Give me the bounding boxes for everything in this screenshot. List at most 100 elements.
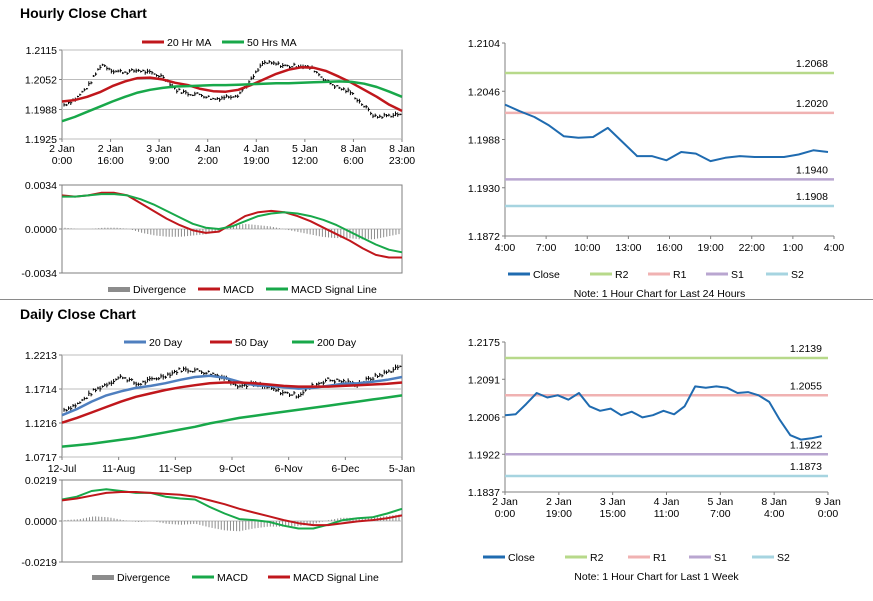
- x-tick-label: 11-Sep: [159, 463, 192, 475]
- legend-macd-signal-label: MACD Signal Line: [291, 284, 377, 296]
- x-tick-label: 15:00: [600, 508, 626, 520]
- y-tick-label: 1.1988: [468, 135, 500, 147]
- x-tick-label: 4 Jan: [243, 143, 269, 155]
- legend-macd-label: MACD: [223, 284, 254, 296]
- x-tick-label: 5 Jan: [707, 496, 733, 508]
- level-label-s2: 1.1908: [796, 191, 828, 203]
- x-tick-label: 3 Jan: [600, 496, 626, 508]
- x-tick-label: 9 Jan: [815, 496, 841, 508]
- x-tick-label: 19:00: [697, 242, 723, 254]
- y-tick-label: 1.2091: [468, 374, 500, 386]
- series-line: [61, 488, 403, 530]
- x-tick-label: 4:00: [764, 508, 785, 520]
- x-tick-label: 4:00: [824, 242, 845, 254]
- series-line: [62, 193, 403, 254]
- x-tick-label: 6-Nov: [275, 463, 304, 475]
- legend-s1-label: S1: [731, 269, 744, 281]
- x-tick-label: 9:00: [149, 155, 170, 167]
- legend-s2-label: S2: [791, 269, 804, 281]
- level-label-r1: 1.2055: [790, 380, 822, 392]
- x-tick-label: 19:00: [546, 508, 572, 520]
- legend-close-label: Close: [508, 552, 535, 564]
- x-tick-label: 2 Jan: [492, 496, 518, 508]
- legend-divergence-swatch: [108, 287, 130, 292]
- x-tick-label: 4 Jan: [654, 496, 680, 508]
- x-tick-label: 7:00: [710, 508, 731, 520]
- series-line: [61, 381, 403, 424]
- series-line: [61, 66, 403, 113]
- level-label-s1: 1.1940: [796, 164, 828, 176]
- x-tick-label: 11-Aug: [102, 463, 135, 475]
- legend-r2-label: R2: [615, 269, 629, 281]
- legend-50day-label: 50 Day: [235, 337, 269, 349]
- x-tick-label: 8 Jan: [341, 143, 367, 155]
- legend-200day-label: 200 Day: [317, 337, 357, 349]
- y-tick-label: 1.1925: [25, 134, 57, 146]
- y-tick-label: 1.1988: [25, 104, 57, 116]
- legend-divergence-label: Divergence: [133, 284, 186, 296]
- legend-r1-label: R1: [673, 269, 687, 281]
- x-tick-label: 16:00: [97, 155, 123, 167]
- chart-note: Note: 1 Hour Chart for Last 24 Hours: [574, 288, 746, 300]
- legend-s2-label: S2: [777, 552, 790, 564]
- x-tick-label: 12-Jul: [48, 463, 77, 475]
- y-tick-label: 1.2175: [468, 337, 500, 349]
- x-tick-label: 9-Oct: [219, 463, 245, 475]
- y-tick-label: 1.1922: [468, 449, 500, 461]
- x-tick-label: 13:00: [615, 242, 641, 254]
- chart-note: Note: 1 Hour Chart for Last 1 Week: [574, 571, 739, 583]
- x-tick-label: 0:00: [818, 508, 839, 520]
- y-tick-label: 1.2052: [25, 75, 57, 87]
- close-line: [504, 385, 823, 441]
- legend-divergence-label: Divergence: [117, 572, 170, 584]
- x-tick-label: 5 Jan: [292, 143, 318, 155]
- series-line: [61, 491, 403, 527]
- y-tick-label: 0.0000: [25, 516, 57, 528]
- x-tick-label: 4 Jan: [195, 143, 221, 155]
- y-tick-label: 0.0000: [25, 224, 57, 236]
- x-tick-label: 8 Jan: [389, 143, 415, 155]
- y-tick-label: 1.2006: [468, 412, 500, 424]
- level-label-r1: 1.2020: [796, 98, 828, 110]
- y-tick-label: 1.0717: [25, 452, 57, 464]
- x-tick-label: 22:00: [739, 242, 765, 254]
- legend-close-label: Close: [533, 269, 560, 281]
- legend-s1-label: S1: [714, 552, 727, 564]
- y-tick-label: 1.2213: [25, 350, 57, 362]
- legend-macd-signal-label: MACD Signal Line: [293, 572, 379, 584]
- x-tick-label: 0:00: [495, 508, 516, 520]
- x-tick-label: 2:00: [197, 155, 218, 167]
- series-line: [61, 394, 403, 448]
- y-tick-label: 0.0219: [25, 475, 57, 487]
- x-tick-label: 12:00: [292, 155, 318, 167]
- x-tick-label: 7:00: [536, 242, 557, 254]
- legend-r2-label: R2: [590, 552, 604, 564]
- x-tick-label: 10:00: [574, 242, 600, 254]
- y-tick-label: 1.2046: [468, 86, 500, 98]
- x-tick-label: 16:00: [656, 242, 682, 254]
- x-tick-label: 11:00: [654, 508, 680, 520]
- x-tick-label: 6:00: [343, 155, 364, 167]
- y-tick-label: 1.1714: [25, 384, 57, 396]
- legend-20hr-ma-label: 20 Hr MA: [167, 37, 211, 49]
- y-tick-label: 1.1216: [25, 418, 57, 430]
- x-tick-label: 6-Dec: [331, 463, 359, 475]
- y-tick-label: 1.1837: [468, 487, 500, 499]
- x-tick-label: 0:00: [52, 155, 73, 167]
- y-tick-label: 0.0034: [25, 180, 57, 192]
- daily-section-title: Daily Close Chart: [20, 306, 136, 322]
- section-divider: [0, 299, 873, 300]
- level-label-s1: 1.1922: [790, 439, 822, 451]
- level-label-r2: 1.2068: [796, 58, 828, 70]
- level-label-s2: 1.1873: [790, 461, 822, 473]
- x-tick-label: 1:00: [783, 242, 804, 254]
- y-tick-label: 1.2104: [468, 38, 500, 50]
- x-tick-label: 5-Jan: [389, 463, 415, 475]
- legend-20day-label: 20 Day: [149, 337, 183, 349]
- x-tick-label: 2 Jan: [546, 496, 572, 508]
